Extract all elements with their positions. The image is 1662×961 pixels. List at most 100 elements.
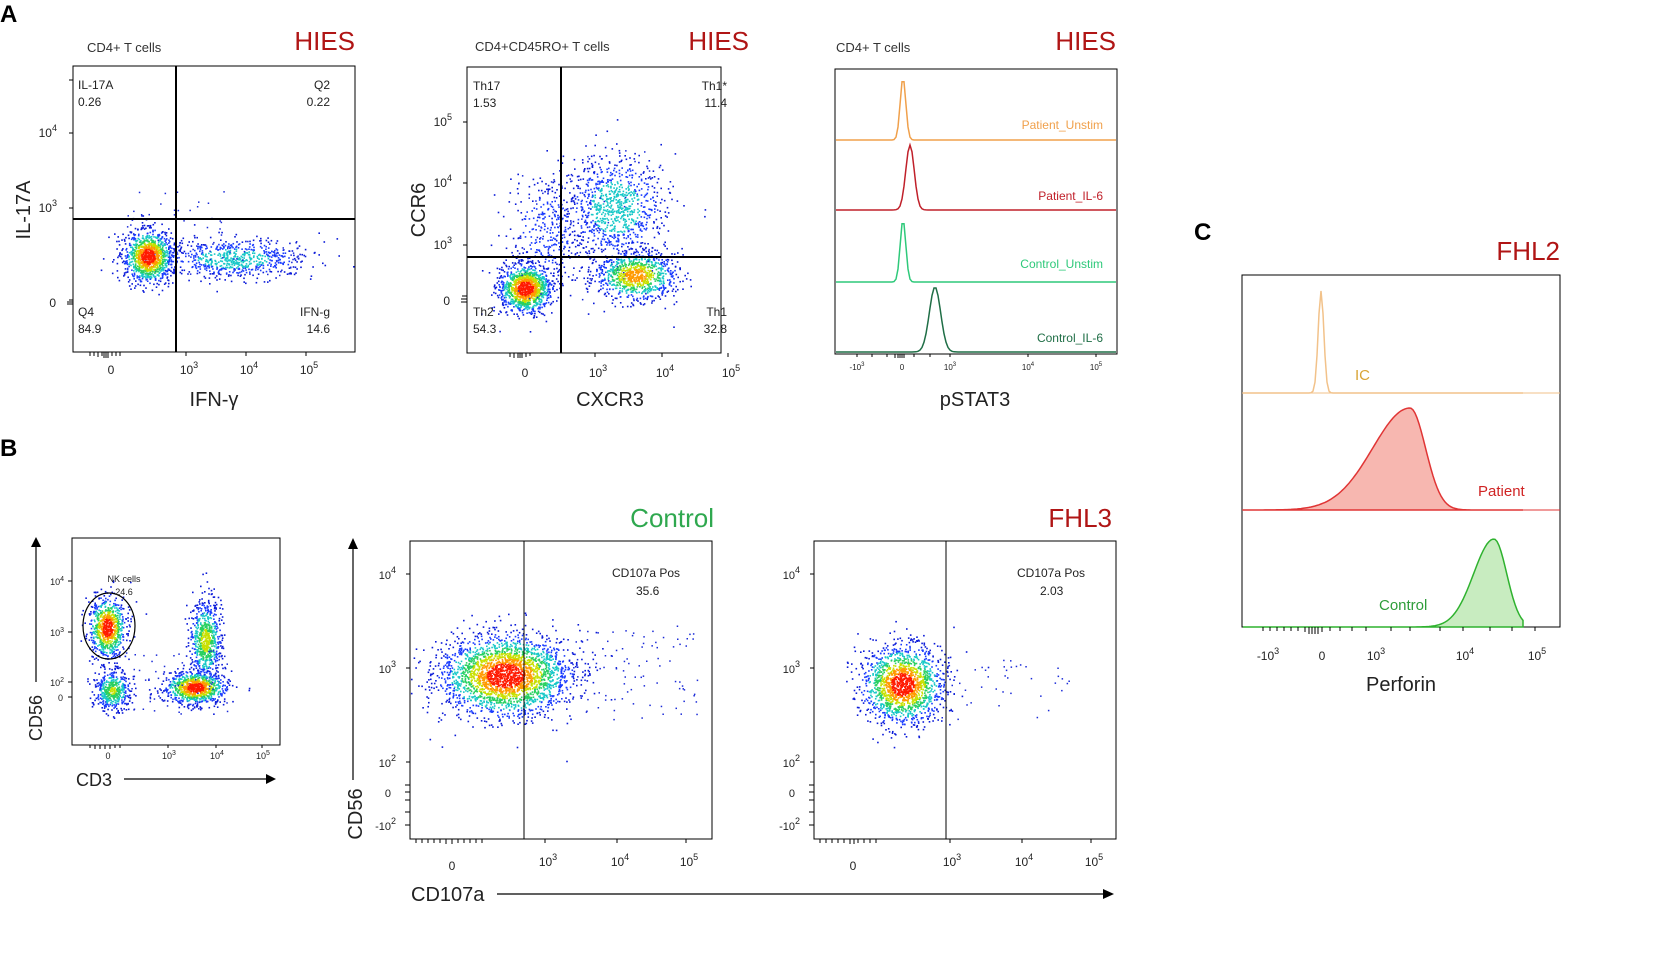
event-dot bbox=[624, 155, 626, 157]
event-dot bbox=[258, 266, 260, 269]
event-dot bbox=[639, 228, 642, 230]
event-dot bbox=[625, 209, 627, 211]
event-dot bbox=[164, 269, 167, 272]
event-dot bbox=[582, 161, 584, 164]
event-dot bbox=[160, 232, 163, 234]
event-dot bbox=[522, 275, 525, 277]
event-dot bbox=[549, 282, 551, 284]
event-dot bbox=[579, 192, 582, 194]
event-dot bbox=[547, 207, 550, 210]
event-dot bbox=[558, 195, 561, 197]
event-dot bbox=[150, 238, 153, 240]
event-dot bbox=[544, 287, 547, 290]
event-dot bbox=[141, 255, 144, 258]
event-dot bbox=[596, 176, 599, 178]
event-dot bbox=[132, 237, 134, 239]
event-dot bbox=[244, 273, 246, 276]
event-dot bbox=[530, 236, 533, 238]
event-dot bbox=[172, 282, 174, 284]
event-dot bbox=[622, 280, 625, 282]
event-dot bbox=[614, 305, 617, 308]
event-dot bbox=[624, 249, 626, 252]
event-dot bbox=[552, 285, 555, 287]
event-dot bbox=[125, 260, 127, 263]
event-dot bbox=[591, 164, 594, 167]
event-dot bbox=[145, 247, 147, 249]
event-dot bbox=[625, 282, 628, 285]
event-dot bbox=[646, 283, 649, 286]
event-dot bbox=[542, 203, 545, 206]
event-dot bbox=[611, 276, 614, 279]
event-dot bbox=[168, 255, 171, 257]
event-dot bbox=[619, 205, 621, 207]
event-dot bbox=[590, 279, 593, 282]
event-dot bbox=[160, 238, 163, 240]
event-dot bbox=[665, 259, 667, 261]
event-dot bbox=[616, 281, 618, 284]
event-dot bbox=[226, 260, 229, 263]
event-dot bbox=[598, 266, 601, 269]
event-dot bbox=[527, 269, 529, 271]
event-dot bbox=[145, 276, 147, 278]
event-dot bbox=[147, 258, 150, 261]
event-dot bbox=[538, 250, 541, 253]
event-dot bbox=[594, 196, 597, 199]
event-dot bbox=[643, 303, 646, 305]
event-dot bbox=[515, 281, 517, 284]
event-dot bbox=[510, 273, 513, 275]
event-dot bbox=[225, 268, 227, 270]
event-dot bbox=[500, 275, 503, 277]
event-dot bbox=[252, 250, 255, 253]
event-dot bbox=[150, 236, 152, 238]
event-dot bbox=[141, 275, 143, 277]
event-dot bbox=[578, 255, 580, 257]
event-dot bbox=[157, 234, 159, 236]
event-dot bbox=[188, 279, 190, 282]
event-dot bbox=[507, 271, 509, 274]
event-dot bbox=[180, 247, 182, 250]
event-dot bbox=[636, 185, 638, 188]
event-dot bbox=[604, 221, 607, 224]
event-dot bbox=[632, 303, 634, 306]
event-dot bbox=[620, 253, 622, 255]
event-dot bbox=[176, 261, 178, 263]
event-dot bbox=[602, 284, 605, 286]
event-dot bbox=[533, 301, 536, 304]
event-dot bbox=[546, 246, 548, 248]
event-dot bbox=[275, 263, 278, 266]
event-dot bbox=[653, 221, 655, 223]
event-dot bbox=[627, 269, 630, 271]
event-dot bbox=[135, 267, 138, 270]
event-dot bbox=[548, 254, 551, 256]
event-dot bbox=[651, 247, 654, 249]
event-dot bbox=[631, 271, 634, 274]
event-dot bbox=[630, 286, 633, 289]
event-dot bbox=[245, 263, 248, 265]
event-dot bbox=[635, 235, 637, 238]
event-dot bbox=[588, 158, 591, 160]
event-dot bbox=[155, 252, 158, 255]
event-dot bbox=[219, 265, 222, 267]
event-dot bbox=[636, 292, 638, 294]
event-dot bbox=[586, 288, 589, 291]
event-dot bbox=[559, 216, 561, 218]
event-dot bbox=[210, 263, 212, 265]
event-dot bbox=[160, 260, 162, 262]
event-dot bbox=[563, 236, 566, 239]
event-dot bbox=[157, 259, 160, 261]
event-dot bbox=[658, 263, 661, 266]
event-dot bbox=[617, 284, 619, 287]
event-dot bbox=[267, 273, 269, 276]
event-dot bbox=[596, 212, 599, 214]
event-dot bbox=[496, 267, 499, 270]
event-dot bbox=[543, 302, 545, 305]
event-dot bbox=[590, 199, 592, 202]
event-dot bbox=[673, 303, 676, 306]
event-dot bbox=[547, 192, 549, 195]
event-dot bbox=[556, 189, 558, 191]
event-dot bbox=[548, 247, 550, 250]
event-dot bbox=[652, 276, 654, 279]
event-dot bbox=[134, 268, 137, 270]
event-dot bbox=[116, 270, 119, 272]
event-dot bbox=[133, 234, 136, 237]
